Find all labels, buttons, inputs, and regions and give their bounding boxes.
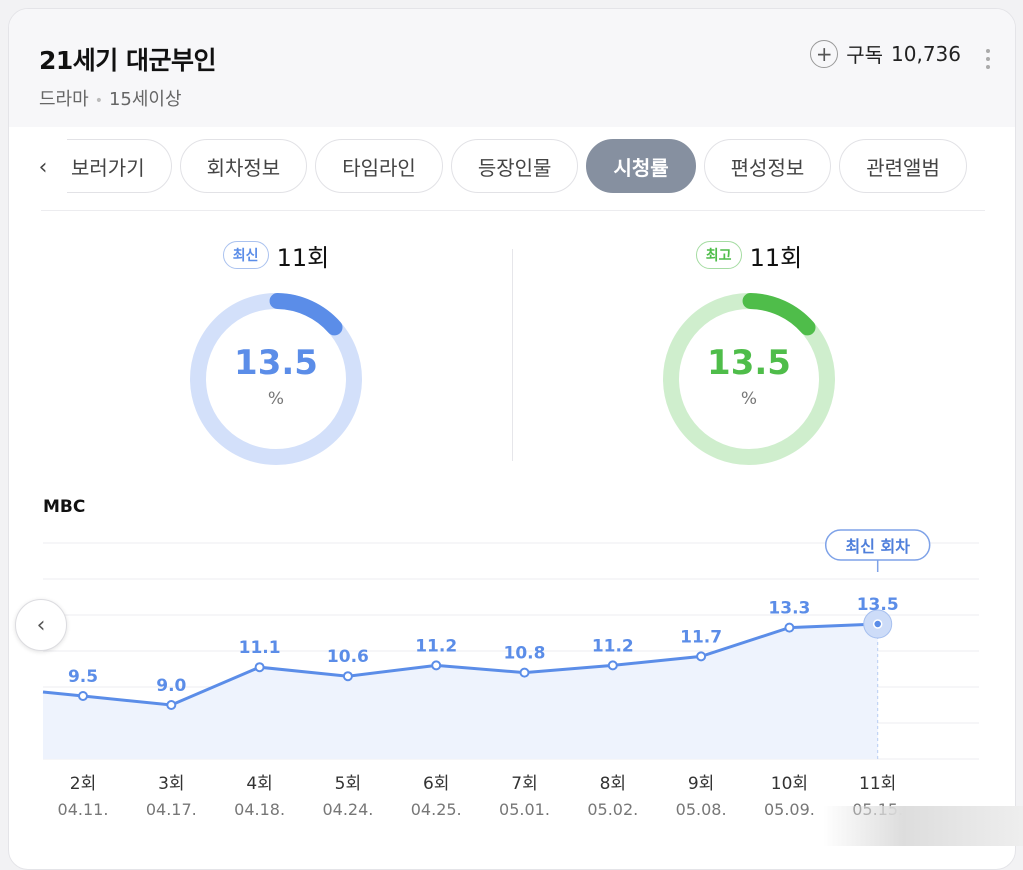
date-label: 05.09. [764, 800, 815, 819]
annotation-label: 최신 회차 [845, 537, 910, 556]
latest-donut: 13.5 % [186, 289, 366, 469]
data-point [254, 662, 265, 673]
data-label: 11.2 [592, 636, 634, 656]
area-fill [43, 624, 878, 759]
date-label: 04.11. [58, 800, 109, 819]
data-point [519, 667, 530, 678]
latest-badge: 최신 [222, 241, 269, 269]
program-card: 21세기 대군부인 드라마 • 15세이상 + 구독 10,736 ‹ 보러가기 회차… [8, 8, 1016, 870]
tick-label: 3회 [158, 774, 184, 794]
tab-6[interactable]: 관련앨범 [839, 139, 967, 193]
tab-0[interactable]: 보러가기 [67, 139, 172, 193]
latest-unit: % [267, 389, 285, 409]
program-title[interactable]: 21세기 대군부인 [39, 46, 217, 75]
date-label: 04.25. [411, 800, 462, 819]
tick-label: 4회 [246, 774, 272, 794]
tick-label: 2회 [70, 774, 96, 794]
highest-unit: % [740, 389, 758, 409]
data-point [166, 700, 177, 710]
latest-episode: 11회 [276, 243, 330, 272]
subscribe-label: 구독 [846, 43, 884, 67]
data-point [78, 691, 88, 701]
highest-donut: 13.5 % [659, 289, 839, 469]
tick-label: 11회 [859, 774, 896, 794]
chevron-left-icon: ‹ [36, 612, 46, 638]
data-label: 10.6 [327, 647, 369, 667]
subscribe-button[interactable]: + 구독 10,736 [810, 39, 961, 68]
data-label: 9.0 [156, 676, 186, 696]
data-point [431, 660, 442, 671]
highest-badge: 최고 [695, 241, 742, 269]
data-label: 13.3 [768, 599, 810, 619]
rating-line-chart: 9.5 2회 04.11. 9.0 3회 04.17. 11.1 4회 04.18. 10.6 5회… [42, 529, 979, 819]
data-point [872, 619, 883, 629]
highest-value: 13.5 [707, 343, 791, 383]
meta-separator: • [94, 93, 103, 109]
divider [41, 210, 985, 211]
tab-5[interactable]: 편성정보 [703, 139, 832, 193]
date-label: 04.18. [234, 800, 285, 819]
plus-icon: + [810, 39, 839, 68]
tab-1[interactable]: 회차정보 [179, 139, 308, 193]
tab-4[interactable]: 시청률 [586, 139, 696, 193]
data-point [696, 651, 707, 662]
tick-label: 5회 [335, 774, 361, 794]
latest-value: 13.5 [234, 343, 318, 383]
overlay-artifact [823, 806, 1023, 846]
program-header: 21세기 대군부인 드라마 • 15세이상 + 구독 10,736 [9, 9, 1015, 127]
program-meta: 드라마 • 15세이상 [39, 85, 182, 111]
tab-3[interactable]: 등장인물 [450, 139, 579, 193]
date-label: 05.02. [587, 800, 638, 819]
donut-arc [269, 293, 343, 336]
tick-label: 10회 [771, 774, 808, 794]
tick-label: 6회 [423, 774, 449, 794]
date-label: 04.24. [322, 800, 373, 819]
tick-label: 9회 [688, 774, 714, 794]
data-label: 11.7 [680, 627, 722, 647]
data-point [342, 671, 353, 682]
date-label: 05.01. [499, 800, 550, 819]
chart-prev-button[interactable]: ‹ [15, 599, 67, 651]
highest-rating: 최고 11회 13.5 % [609, 237, 889, 469]
tab-2[interactable]: 타임라인 [315, 139, 443, 193]
data-label: 9.5 [68, 667, 98, 687]
data-label: 11.1 [239, 638, 281, 658]
more-vertical-icon[interactable] [985, 49, 991, 69]
date-label: 04.17. [146, 800, 197, 819]
latest-rating: 최신 11회 13.5 % [136, 237, 416, 469]
donut-arc [742, 293, 816, 336]
tab-bar: ‹ 보러가기 회차정보 타임라인 등장인물 시청률 편성정보 관련앨범 [9, 127, 1015, 215]
age-rating: 15세이상 [108, 89, 182, 110]
date-label: 05.08. [676, 800, 727, 819]
tick-label: 8회 [600, 774, 626, 794]
data-point [784, 622, 795, 633]
tick-label: 7회 [511, 774, 537, 794]
tab-list: 보러가기 회차정보 타임라인 등장인물 시청률 편성정보 관련앨범 [67, 139, 967, 193]
data-label: 13.5 [857, 595, 899, 615]
data-point [607, 660, 618, 671]
data-label: 11.2 [415, 636, 457, 656]
genre: 드라마 [39, 89, 89, 110]
subscriber-count: 10,736 [891, 41, 961, 66]
chart-title: MBC [43, 497, 86, 517]
highest-episode: 11회 [749, 243, 803, 272]
data-label: 10.8 [504, 644, 546, 664]
column-divider [512, 249, 513, 461]
chevron-left-icon[interactable]: ‹ [38, 155, 48, 180]
